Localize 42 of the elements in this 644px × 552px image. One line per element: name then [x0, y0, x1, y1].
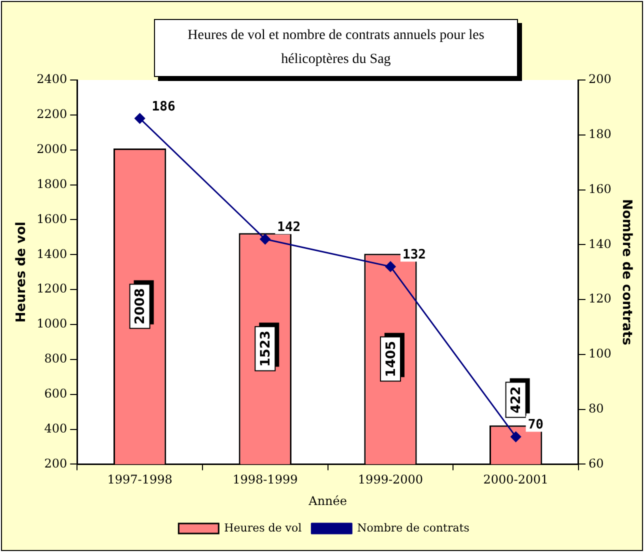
- y2-tick-label: 180: [588, 127, 612, 142]
- data-label: 1523: [258, 330, 274, 367]
- legend-label: Heures de vol: [224, 521, 302, 534]
- point: [134, 113, 146, 124]
- y2-tick-label: 160: [588, 182, 612, 196]
- y-tick-label: 1000: [36, 316, 68, 331]
- legend-label: Nombre de contrats: [357, 521, 470, 534]
- chart-title: Heures de vol et nombre de contrats annuels pour les hélicoptères du Sag: [186, 27, 486, 69]
- data-label: 186: [152, 99, 176, 114]
- data-label: 132: [402, 247, 426, 262]
- y2-tick-label: 80: [588, 401, 604, 416]
- y2-tick-label: 200: [588, 72, 612, 86]
- y2-axis-title: Nombre de contrats: [618, 198, 634, 346]
- data-label: 70: [528, 418, 544, 433]
- y-tick-label: 400: [44, 421, 68, 436]
- point: [385, 261, 396, 272]
- y-tick-label: 2400: [36, 72, 68, 86]
- x-axis-title: Année: [308, 494, 347, 508]
- y-tick-label: 1200: [36, 282, 68, 296]
- y-tick-label: 2200: [36, 107, 68, 122]
- y2-tick-label: 100: [588, 346, 612, 361]
- y-tick-label: 2000: [36, 142, 68, 156]
- data-label: 422: [509, 386, 524, 414]
- x-tick-label: 1997-1998: [107, 472, 172, 487]
- y2-tick-label: 120: [588, 292, 612, 306]
- y-tick-label: 1800: [36, 176, 68, 191]
- data-label: 2008: [133, 288, 148, 324]
- y-tick-label: 800: [44, 352, 68, 366]
- y-tick-label: 1400: [36, 246, 68, 261]
- x-tick-label: 2000-2001: [483, 472, 548, 487]
- point: [510, 432, 522, 442]
- y-tick-label: 1600: [36, 212, 68, 226]
- y-axis-title: Heures de vol: [14, 222, 30, 323]
- y-tick-label: 200: [44, 456, 68, 470]
- y2-tick-label: 140: [588, 236, 612, 251]
- y2-tick-label: 60: [588, 456, 604, 470]
- x-tick-label: 1998-1999: [232, 472, 298, 487]
- x-tick-label: 1999-2000: [358, 472, 424, 487]
- data-label: 1405: [384, 340, 399, 378]
- data-label: 142: [277, 220, 301, 236]
- y-tick-label: 600: [44, 386, 68, 400]
- point: [260, 234, 270, 244]
